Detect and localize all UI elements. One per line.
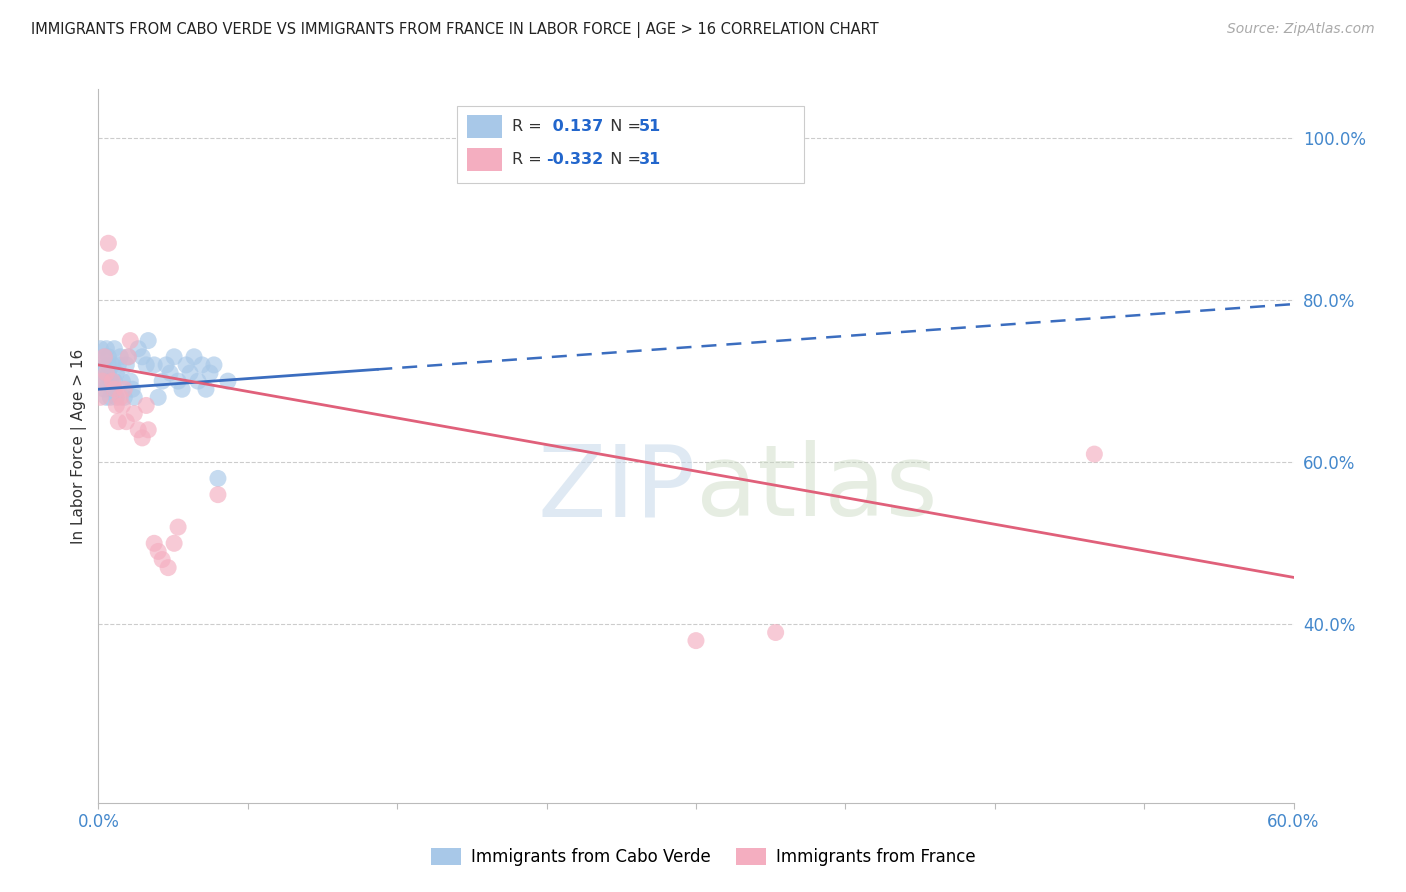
Point	[97, 350, 120, 364]
Point	[136, 423, 159, 437]
Point	[107, 415, 129, 429]
Point	[121, 382, 143, 396]
Point	[150, 552, 173, 566]
Point	[155, 358, 177, 372]
Point	[112, 390, 135, 404]
Point	[103, 382, 125, 396]
Point	[101, 358, 124, 372]
Point	[124, 407, 146, 421]
FancyBboxPatch shape	[467, 148, 502, 170]
Point	[115, 358, 138, 372]
Point	[98, 390, 122, 404]
Point	[172, 382, 194, 396]
Point	[135, 358, 157, 372]
Text: 51: 51	[638, 119, 661, 134]
Point	[143, 358, 166, 372]
Point	[1083, 447, 1105, 461]
Point	[157, 560, 180, 574]
Point	[187, 374, 209, 388]
Point	[127, 342, 149, 356]
Point	[174, 358, 197, 372]
Point	[96, 342, 118, 356]
FancyBboxPatch shape	[457, 106, 804, 184]
Point	[120, 374, 142, 388]
Point	[91, 374, 114, 388]
Point	[96, 374, 118, 388]
Point	[110, 390, 132, 404]
Point	[105, 366, 128, 380]
Point	[124, 390, 146, 404]
Text: atlas: atlas	[696, 441, 938, 537]
Text: ZIP: ZIP	[537, 441, 696, 537]
Point	[195, 382, 218, 396]
Point	[135, 399, 157, 413]
Point	[96, 366, 118, 380]
Text: N =: N =	[600, 152, 647, 167]
Point	[207, 471, 229, 485]
Text: 31: 31	[638, 152, 661, 167]
Text: N =: N =	[600, 119, 647, 134]
Point	[148, 390, 170, 404]
Point	[91, 358, 114, 372]
Point	[103, 342, 125, 356]
Point	[150, 374, 173, 388]
Point	[105, 390, 128, 404]
Legend: Immigrants from Cabo Verde, Immigrants from France: Immigrants from Cabo Verde, Immigrants f…	[425, 841, 981, 873]
Point	[110, 350, 132, 364]
Point	[93, 366, 115, 380]
Point	[765, 625, 787, 640]
Point	[98, 260, 122, 275]
Point	[183, 350, 205, 364]
Point	[191, 358, 214, 372]
Point	[105, 399, 128, 413]
Point	[93, 350, 115, 364]
Point	[217, 374, 239, 388]
Point	[179, 366, 201, 380]
Point	[111, 374, 134, 388]
Point	[89, 342, 111, 356]
Point	[112, 382, 135, 396]
Text: -0.332: -0.332	[547, 152, 603, 167]
Point	[159, 366, 181, 380]
Point	[103, 374, 125, 388]
Y-axis label: In Labor Force | Age > 16: In Labor Force | Age > 16	[72, 349, 87, 543]
Text: R =: R =	[512, 119, 547, 134]
Point	[127, 423, 149, 437]
Text: R =: R =	[512, 152, 547, 167]
Point	[148, 544, 170, 558]
Point	[167, 520, 190, 534]
Point	[93, 350, 115, 364]
Point	[97, 358, 120, 372]
Point	[120, 334, 142, 348]
Text: IMMIGRANTS FROM CABO VERDE VS IMMIGRANTS FROM FRANCE IN LABOR FORCE | AGE > 16 C: IMMIGRANTS FROM CABO VERDE VS IMMIGRANTS…	[31, 22, 879, 38]
Point	[111, 399, 134, 413]
Point	[685, 633, 707, 648]
Point	[98, 374, 122, 388]
Point	[131, 350, 153, 364]
Point	[136, 334, 159, 348]
Point	[131, 431, 153, 445]
Point	[198, 366, 221, 380]
Point	[91, 374, 114, 388]
Point	[93, 382, 115, 396]
Point	[89, 390, 111, 404]
Point	[117, 350, 139, 364]
Point	[107, 358, 129, 372]
Text: 0.137: 0.137	[547, 119, 603, 134]
Point	[163, 536, 186, 550]
Text: Source: ZipAtlas.com: Source: ZipAtlas.com	[1227, 22, 1375, 37]
Point	[117, 350, 139, 364]
Point	[163, 350, 186, 364]
Point	[202, 358, 225, 372]
Point	[97, 236, 120, 251]
Point	[101, 382, 124, 396]
Point	[97, 366, 120, 380]
Point	[101, 374, 124, 388]
Point	[167, 374, 190, 388]
Point	[96, 390, 118, 404]
Point	[207, 488, 229, 502]
Point	[143, 536, 166, 550]
Point	[115, 415, 138, 429]
FancyBboxPatch shape	[467, 115, 502, 137]
